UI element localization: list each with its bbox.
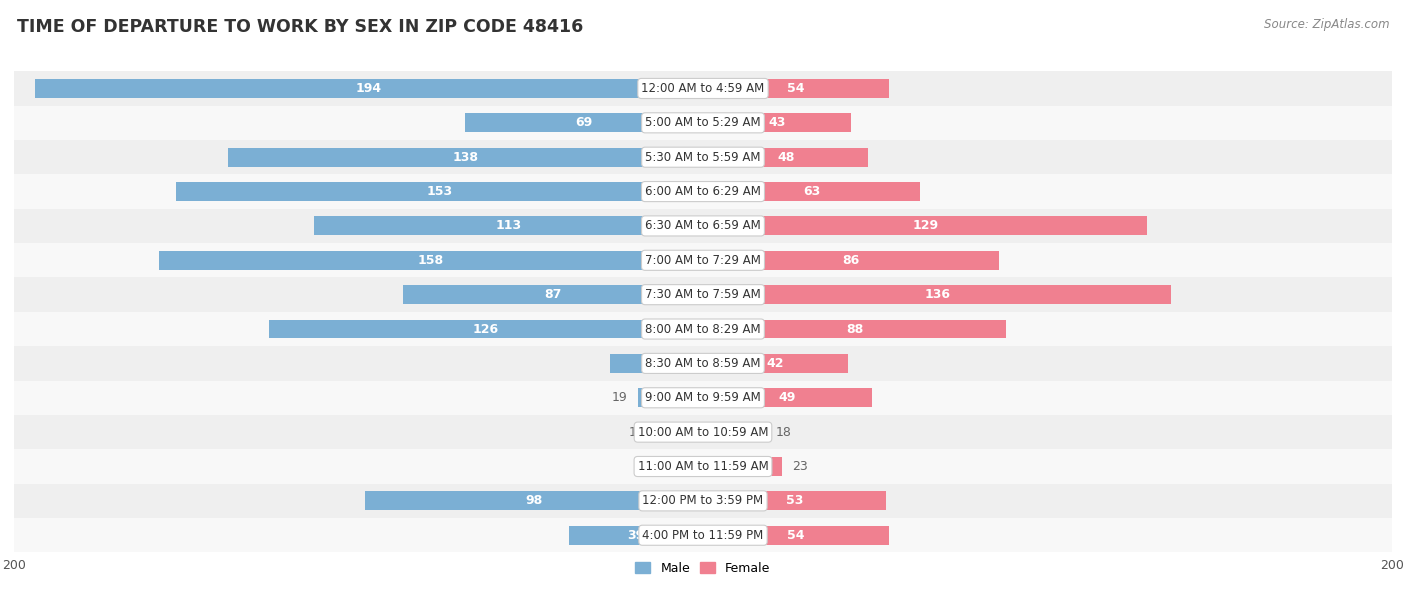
Bar: [703, 216, 1147, 235]
Bar: [14, 518, 1392, 552]
Bar: [228, 148, 703, 167]
Bar: [366, 491, 703, 510]
Text: 8:00 AM to 8:29 AM: 8:00 AM to 8:29 AM: [645, 323, 761, 336]
Text: 153: 153: [426, 185, 453, 198]
Text: 10:00 AM to 10:59 AM: 10:00 AM to 10:59 AM: [638, 426, 768, 438]
Text: 4:00 PM to 11:59 PM: 4:00 PM to 11:59 PM: [643, 529, 763, 542]
Text: 5:00 AM to 5:29 AM: 5:00 AM to 5:29 AM: [645, 116, 761, 129]
Text: 113: 113: [495, 219, 522, 232]
Text: 54: 54: [787, 82, 804, 95]
Bar: [35, 79, 703, 98]
Text: 129: 129: [912, 219, 938, 232]
Text: 7:00 AM to 7:29 AM: 7:00 AM to 7:29 AM: [645, 254, 761, 267]
Text: 86: 86: [842, 254, 859, 267]
Bar: [703, 285, 1171, 304]
Text: 42: 42: [766, 357, 785, 370]
Bar: [14, 208, 1392, 243]
Text: 54: 54: [787, 529, 804, 542]
Text: 12:00 AM to 4:59 AM: 12:00 AM to 4:59 AM: [641, 82, 765, 95]
Legend: Male, Female: Male, Female: [630, 557, 776, 580]
Text: 88: 88: [846, 323, 863, 336]
Bar: [159, 251, 703, 270]
Text: 6:00 AM to 6:29 AM: 6:00 AM to 6:29 AM: [645, 185, 761, 198]
Text: 138: 138: [453, 151, 478, 164]
Bar: [637, 388, 703, 407]
Bar: [703, 491, 886, 510]
Text: TIME OF DEPARTURE TO WORK BY SEX IN ZIP CODE 48416: TIME OF DEPARTURE TO WORK BY SEX IN ZIP …: [17, 18, 583, 36]
Bar: [14, 449, 1392, 484]
Text: 53: 53: [786, 494, 803, 507]
Text: 49: 49: [779, 391, 796, 405]
Bar: [703, 457, 782, 476]
Bar: [655, 423, 703, 441]
Text: 8:30 AM to 8:59 AM: 8:30 AM to 8:59 AM: [645, 357, 761, 370]
Bar: [14, 484, 1392, 518]
Bar: [14, 415, 1392, 449]
Bar: [703, 148, 869, 167]
Text: 12:00 PM to 3:59 PM: 12:00 PM to 3:59 PM: [643, 494, 763, 507]
Bar: [703, 526, 889, 545]
Bar: [703, 354, 848, 373]
Text: 136: 136: [924, 288, 950, 301]
Bar: [14, 140, 1392, 175]
Bar: [703, 182, 920, 201]
Bar: [465, 113, 703, 132]
Text: 14: 14: [628, 426, 644, 438]
Bar: [14, 71, 1392, 106]
Text: 23: 23: [793, 460, 808, 473]
Bar: [703, 423, 765, 441]
Bar: [568, 526, 703, 545]
Text: 43: 43: [768, 116, 786, 129]
Bar: [404, 285, 703, 304]
Bar: [703, 113, 851, 132]
Bar: [14, 277, 1392, 312]
Text: 98: 98: [526, 494, 543, 507]
Text: 27: 27: [648, 357, 665, 370]
Bar: [14, 106, 1392, 140]
Text: 5:30 AM to 5:59 AM: 5:30 AM to 5:59 AM: [645, 151, 761, 164]
Text: 63: 63: [803, 185, 820, 198]
Text: 7:30 AM to 7:59 AM: 7:30 AM to 7:59 AM: [645, 288, 761, 301]
Bar: [269, 320, 703, 339]
Text: 19: 19: [612, 391, 627, 405]
Bar: [176, 182, 703, 201]
Bar: [14, 312, 1392, 346]
Text: 48: 48: [778, 151, 794, 164]
Text: 11:00 AM to 11:59 AM: 11:00 AM to 11:59 AM: [638, 460, 768, 473]
Text: 194: 194: [356, 82, 382, 95]
Text: Source: ZipAtlas.com: Source: ZipAtlas.com: [1264, 18, 1389, 31]
Text: 9:00 AM to 9:59 AM: 9:00 AM to 9:59 AM: [645, 391, 761, 405]
Bar: [703, 251, 1000, 270]
Bar: [14, 346, 1392, 381]
Bar: [703, 320, 1007, 339]
Text: 6:30 AM to 6:59 AM: 6:30 AM to 6:59 AM: [645, 219, 761, 232]
Text: 0: 0: [685, 460, 693, 473]
Text: 39: 39: [627, 529, 644, 542]
Text: 18: 18: [775, 426, 792, 438]
Text: 158: 158: [418, 254, 444, 267]
Bar: [314, 216, 703, 235]
Bar: [703, 388, 872, 407]
Bar: [14, 243, 1392, 277]
Text: 69: 69: [575, 116, 593, 129]
Bar: [14, 175, 1392, 208]
Bar: [703, 79, 889, 98]
Text: 126: 126: [472, 323, 499, 336]
Bar: [610, 354, 703, 373]
Bar: [14, 381, 1392, 415]
Text: 87: 87: [544, 288, 562, 301]
